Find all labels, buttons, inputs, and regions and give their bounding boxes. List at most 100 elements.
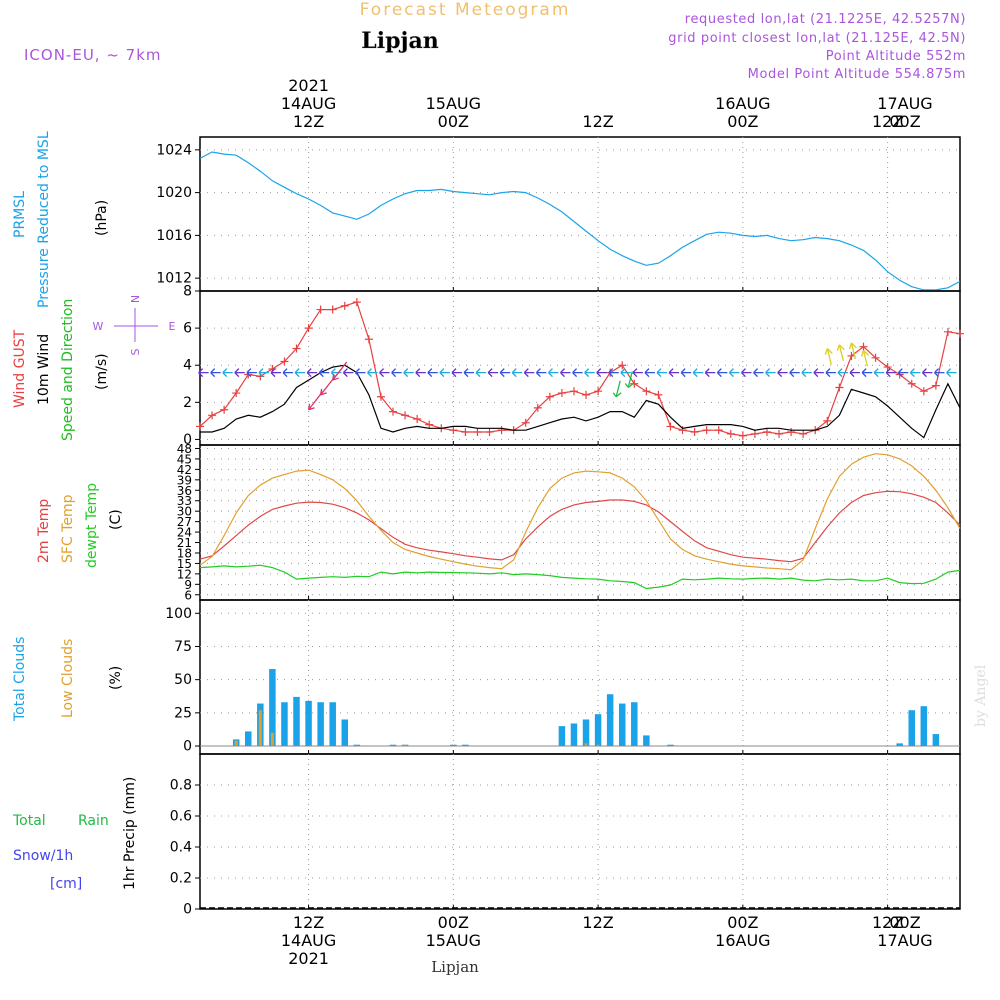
- wind-direction-arrow: [367, 368, 378, 378]
- gust-marker: [835, 383, 844, 392]
- clouds-label-total: Total Clouds: [12, 637, 28, 722]
- gust-marker: [690, 428, 699, 437]
- gust-marker: [799, 429, 808, 438]
- total-clouds-bar: [631, 702, 638, 747]
- temperature-frame: [199, 444, 961, 601]
- wind-direction-arrow: [415, 368, 426, 378]
- temperature-series-2m-temp: [199, 490, 961, 563]
- top-time-label: 2021: [288, 76, 329, 95]
- wind-direction-arrow: [535, 368, 547, 378]
- top-time-label: 12Z: [582, 112, 613, 131]
- wind-direction-arrow: [813, 368, 824, 378]
- gust-marker: [352, 298, 361, 307]
- gust-marker: [775, 429, 784, 438]
- total-clouds-bar: [281, 702, 288, 747]
- wind-direction-arrow: [741, 368, 752, 378]
- gust-marker: [630, 379, 639, 388]
- precip-label-rain: Rain: [78, 813, 109, 829]
- gust-marker: [871, 353, 880, 362]
- watermark: by Angel: [973, 664, 989, 727]
- wind-label-gust: Wind GUST: [12, 329, 28, 408]
- precip-label-snow: Snow/1h: [13, 848, 73, 864]
- precip-ytick-label: 0.8: [170, 778, 192, 794]
- temperature-ytick-label: 18: [177, 546, 192, 560]
- wind-direction-arrow: [560, 368, 571, 378]
- top-time-label: 15AUG: [426, 94, 481, 113]
- temperature-ytick-label: 36: [177, 484, 192, 498]
- grid-point-coords: grid point closest lon,lat (21.125E, 42.…: [668, 31, 966, 46]
- wind-direction-arrow: [728, 368, 740, 378]
- wind-direction-arrow: [716, 368, 728, 378]
- pressure-series-prmsl: [199, 151, 961, 291]
- clouds-label-unit: (%): [108, 666, 124, 690]
- gust-marker: [292, 344, 301, 353]
- bottom-time-label: 16AUG: [715, 931, 770, 950]
- temp-label-2m: 2m Temp: [36, 499, 52, 563]
- gust-marker: [304, 324, 313, 333]
- wind-direction-arrow: [342, 368, 354, 378]
- total-clouds-bar: [606, 694, 614, 747]
- wind-direction-arrow: [451, 368, 462, 378]
- point-altitude: Point Altitude 552m: [826, 49, 966, 64]
- gust-marker: [497, 426, 506, 435]
- panels: 1012101610201024024686912151821242730333…: [156, 136, 964, 918]
- precip-ytick-label: 0.4: [170, 840, 192, 856]
- wind-direction-arrow: [379, 368, 390, 378]
- wind-direction-arrow: [511, 368, 523, 378]
- top-time-label: 12Z: [872, 112, 903, 131]
- total-clouds-bar: [582, 719, 590, 747]
- wind-direction-arrow: [946, 368, 957, 378]
- temperature-ytick-label: 12: [177, 567, 192, 581]
- total-clouds-bar: [908, 710, 915, 747]
- compass-east: E: [169, 320, 176, 333]
- gust-marker: [376, 392, 385, 401]
- gust-marker: [642, 387, 651, 396]
- gust-marker: [425, 420, 434, 429]
- wind-direction-arrow: [656, 368, 668, 378]
- gust-marker: [232, 389, 241, 398]
- bottom-time-label: 12Z: [293, 913, 324, 932]
- wind-frame: [199, 290, 961, 446]
- total-clouds-bar: [269, 669, 276, 747]
- wind-ytick-label: 4: [183, 358, 192, 374]
- model-altitude: Model Point Altitude 554.875m: [748, 67, 966, 82]
- gust-marker: [485, 428, 494, 437]
- wind-direction-arrow: [584, 368, 595, 378]
- clouds-ytick-label: 100: [165, 606, 192, 622]
- wind-direction-arrow: [860, 349, 869, 367]
- wind-ytick-label: 0: [183, 432, 192, 448]
- total-clouds-bar: [667, 744, 674, 747]
- gust-marker: [208, 411, 217, 420]
- wind-direction-arrow: [523, 368, 535, 378]
- total-clouds-bar: [293, 696, 300, 747]
- gust-marker: [220, 405, 229, 414]
- gust-marker: [521, 418, 530, 427]
- clouds-ytick-label: 75: [174, 639, 192, 655]
- gust-marker: [738, 431, 747, 440]
- total-clouds-bar: [450, 744, 457, 747]
- wind-direction-arrow: [704, 368, 716, 378]
- low-clouds-bar: [596, 744, 600, 747]
- gust-marker: [545, 392, 554, 401]
- gust-marker: [654, 390, 663, 399]
- low-clouds-bar: [270, 732, 274, 747]
- wind-direction-arrow: [306, 368, 318, 378]
- pressure-ytick-label: 1024: [156, 142, 192, 158]
- top-time-label: 16AUG: [715, 94, 770, 113]
- precip-label-total: Total: [12, 813, 46, 829]
- temperature-series-dewpt-temp: [199, 564, 961, 590]
- wind-direction-arrow: [789, 368, 800, 378]
- gust-marker: [449, 426, 458, 435]
- gust-marker: [618, 361, 627, 370]
- total-clouds-bar: [594, 714, 602, 747]
- wind-ytick-label: 6: [183, 321, 192, 337]
- clouds-ytick-label: 25: [174, 705, 192, 721]
- temperature-ytick-label: 42: [177, 463, 192, 477]
- temperature-ytick-label: 9: [184, 578, 192, 592]
- wind-direction-arrow: [753, 368, 764, 378]
- temperature-ytick-label: 30: [177, 505, 192, 519]
- bottom-time-label: 15AUG: [426, 931, 481, 950]
- model-label: ICON-EU, ~ 7km: [24, 46, 162, 64]
- gust-marker: [823, 416, 832, 425]
